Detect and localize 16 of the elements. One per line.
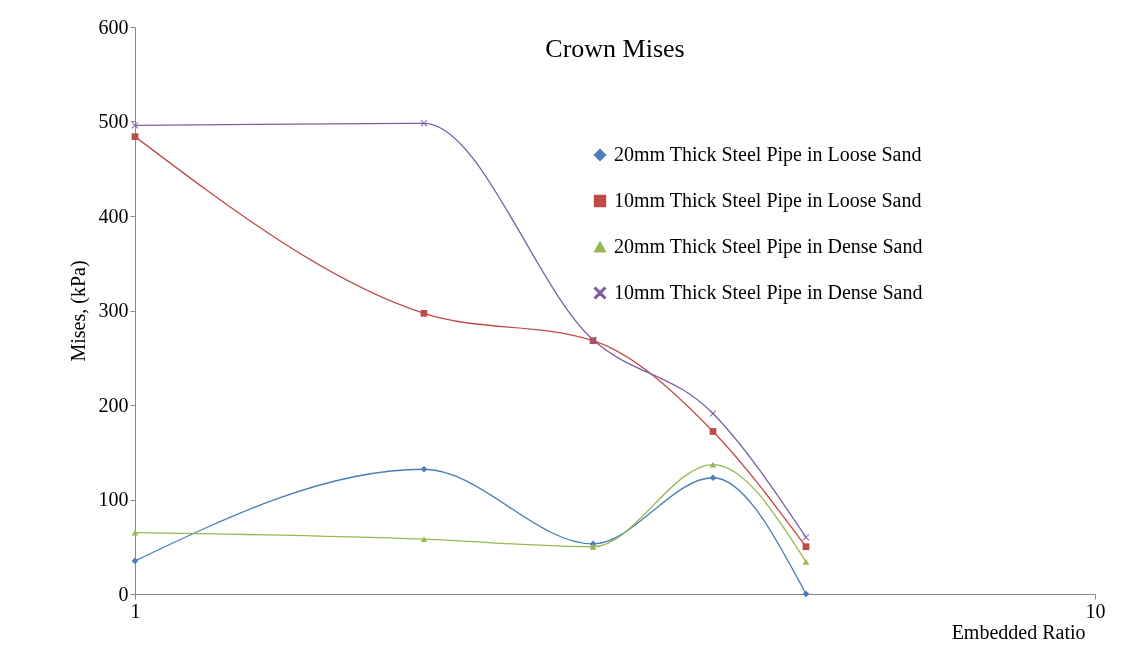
- y-tick-label: 400: [98, 204, 129, 227]
- y-tick-label: 500: [98, 110, 129, 132]
- legend-label: 10mm Thick Steel Pipe in Loose Sand: [614, 189, 922, 212]
- y-tick-label: 0: [118, 582, 129, 605]
- y-tick-label: 600: [98, 15, 129, 38]
- x-tick-label: 10: [1085, 599, 1106, 622]
- x-tick-label: 1: [130, 599, 141, 622]
- chart-title: Crown Mises: [545, 34, 685, 63]
- y-axis-title: Mises, (kPa): [66, 260, 90, 362]
- x-axis-title: Embedded Ratio: [951, 620, 1086, 643]
- y-tick-label: 300: [98, 299, 129, 321]
- y-tick-label: 200: [98, 393, 129, 416]
- legend-label: 20mm Thick Steel Pipe in Dense Sand: [614, 235, 923, 258]
- y-tick-label: 100: [98, 488, 129, 510]
- legend-label: 20mm Thick Steel Pipe in Loose Sand: [614, 143, 922, 166]
- legend-label: 10mm Thick Steel Pipe in Dense Sand: [614, 281, 923, 304]
